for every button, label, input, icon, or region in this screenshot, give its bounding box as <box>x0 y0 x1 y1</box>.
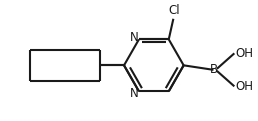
Text: Cl: Cl <box>169 4 180 17</box>
Text: B: B <box>209 63 217 76</box>
Text: N: N <box>130 31 139 44</box>
Text: OH: OH <box>235 47 253 60</box>
Text: OH: OH <box>235 80 253 93</box>
Text: N: N <box>130 87 139 100</box>
